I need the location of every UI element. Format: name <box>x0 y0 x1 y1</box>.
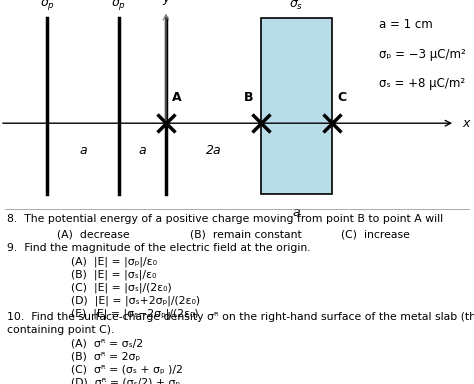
Text: (D)  σᴿ = (σₛ/2) + σₚ: (D) σᴿ = (σₛ/2) + σₚ <box>71 378 180 384</box>
Text: $\sigma_s$: $\sigma_s$ <box>289 0 303 12</box>
Text: a: a <box>79 144 87 157</box>
Text: (B)  |E| = |σₛ|/ε₀: (B) |E| = |σₛ|/ε₀ <box>71 270 156 280</box>
Text: (B)  σᴿ = 2σₚ: (B) σᴿ = 2σₚ <box>71 352 140 362</box>
Text: containing point C).: containing point C). <box>7 325 115 335</box>
Text: $\sigma_p$: $\sigma_p$ <box>111 0 126 12</box>
Text: (A)  decrease: (A) decrease <box>57 230 129 240</box>
Text: A: A <box>172 91 181 104</box>
Text: C: C <box>337 91 346 104</box>
Text: 2a: 2a <box>206 144 221 157</box>
Text: a: a <box>138 144 146 157</box>
Text: $\sigma_p$: $\sigma_p$ <box>40 0 55 12</box>
Text: x: x <box>462 117 470 130</box>
Text: (B)  remain constant: (B) remain constant <box>190 230 301 240</box>
Text: (C)  |E| = |σₛ|/(2ε₀): (C) |E| = |σₛ|/(2ε₀) <box>71 283 172 293</box>
Text: (A)  σᴿ = σₛ/2: (A) σᴿ = σₛ/2 <box>71 339 143 349</box>
Text: 8.  The potential energy of a positive charge moving from point B to point A wil: 8. The potential energy of a positive ch… <box>7 214 443 224</box>
Text: a: a <box>292 206 300 219</box>
Text: 9.  Find the magnitude of the electric field at the origin.: 9. Find the magnitude of the electric fi… <box>7 243 311 253</box>
Text: σₚ = −3 μC/m²: σₚ = −3 μC/m² <box>379 48 466 61</box>
Text: a = 1 cm: a = 1 cm <box>379 18 433 31</box>
Text: (C)  increase: (C) increase <box>341 230 410 240</box>
Text: (A)  |E| = |σₚ|/ε₀: (A) |E| = |σₚ|/ε₀ <box>71 257 157 267</box>
Text: B: B <box>244 91 254 104</box>
Text: (C)  σᴿ = (σₛ + σₚ )/2: (C) σᴿ = (σₛ + σₚ )/2 <box>71 365 183 375</box>
Text: 10.  Find the surface-charge density σᴿ on the right-hand surface of the metal s: 10. Find the surface-charge density σᴿ o… <box>7 312 474 322</box>
Text: y: y <box>162 0 170 5</box>
Text: σₛ = +8 μC/m²: σₛ = +8 μC/m² <box>379 78 465 91</box>
Bar <box>261 18 332 194</box>
Text: (E)  |E| = |σₛ−2σₚ|/(2ε₀): (E) |E| = |σₛ−2σₚ|/(2ε₀) <box>71 309 199 319</box>
Text: (D)  |E| = |σₛ+2σₚ|/(2ε₀): (D) |E| = |σₛ+2σₚ|/(2ε₀) <box>71 296 200 306</box>
